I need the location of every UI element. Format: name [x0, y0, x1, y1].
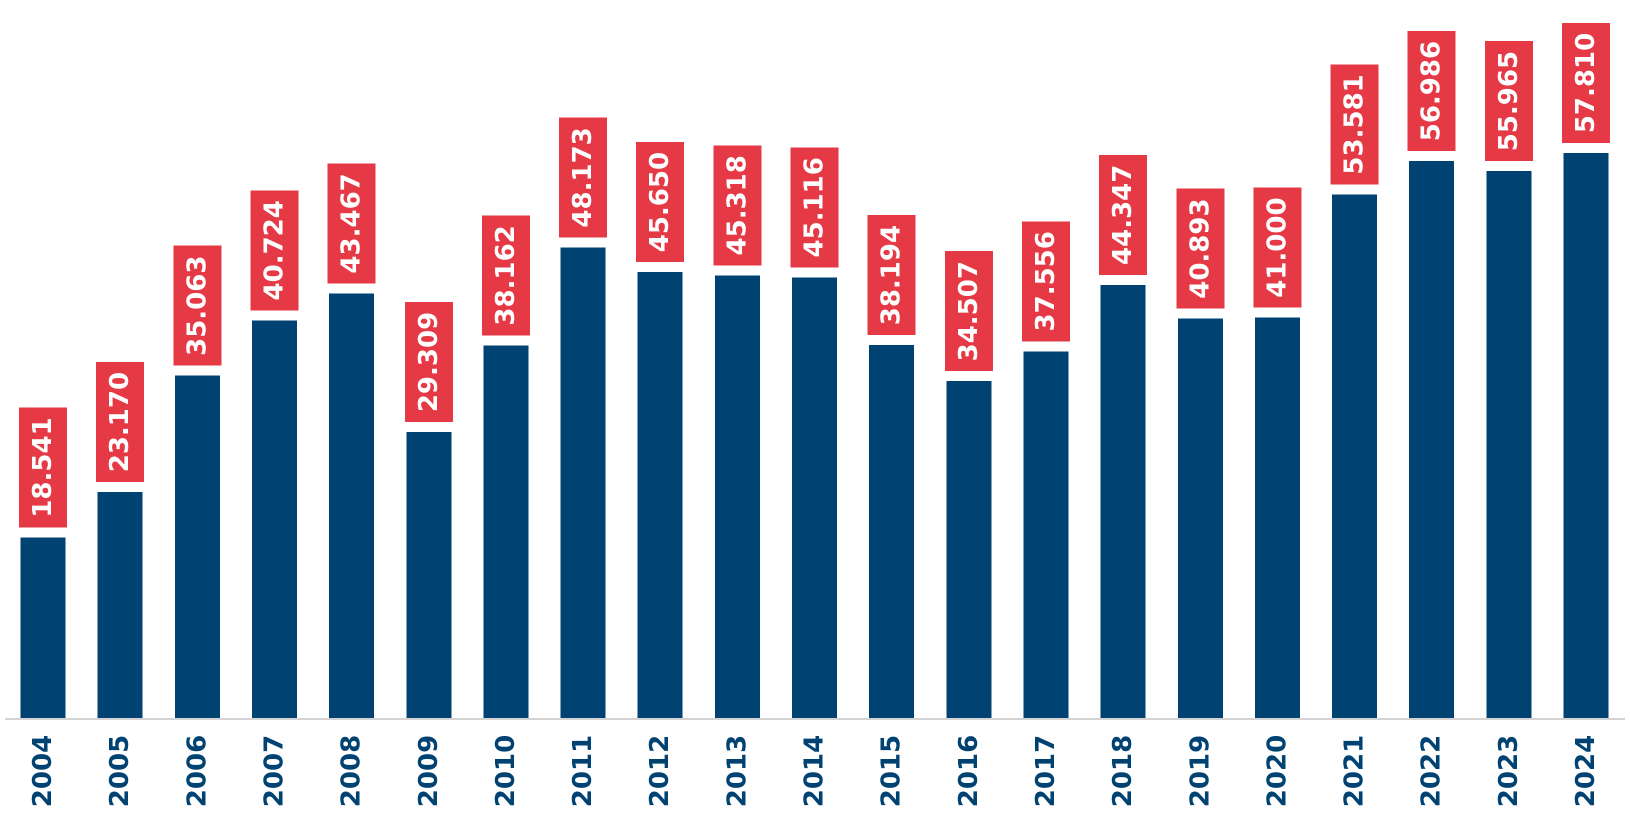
value-label-2006: 35.063: [182, 256, 212, 356]
x-axis-tick-labels: 2004 2005 2006 2007 2008 2009 2010 2011 2012 2013…: [28, 735, 1601, 807]
bar-2009: [406, 432, 452, 719]
value-label-2022: 56.986: [1417, 41, 1447, 141]
bar-2006: [174, 375, 220, 719]
bar-2005: [97, 492, 143, 719]
bar-2013: [714, 275, 760, 719]
x-tick-label-2016: 2016: [954, 735, 984, 807]
x-tick-label-2019: 2019: [1185, 735, 1215, 807]
value-label-box-2007: [250, 190, 299, 311]
bar-2008: [329, 293, 375, 719]
value-label-2005: 23.170: [105, 372, 135, 472]
x-tick-label-2007: 2007: [260, 735, 290, 807]
value-label-box-2011: [559, 117, 608, 238]
x-tick-label-2014: 2014: [800, 735, 830, 807]
value-label-box-2022: [1407, 31, 1456, 152]
bar-2016: [946, 381, 992, 719]
x-tick-label-2009: 2009: [414, 735, 444, 807]
value-label-2011: 48.173: [568, 127, 598, 227]
bar-2019: [1177, 318, 1223, 719]
x-tick-label-2021: 2021: [1340, 735, 1370, 807]
value-label-box-2018: [1099, 154, 1148, 275]
bar-2017: [1023, 351, 1069, 719]
bar-2020: [1254, 317, 1300, 719]
value-label-box-2019: [1176, 188, 1225, 309]
value-label-box-2005: [96, 362, 145, 483]
value-label-2007: 40.724: [260, 200, 290, 300]
value-label-2013: 45.318: [722, 155, 752, 255]
value-label-2020: 41.000: [1262, 197, 1292, 297]
value-label-2014: 45.116: [800, 157, 830, 257]
value-label-box-2021: [1330, 64, 1379, 185]
value-labels-layer: 18.541 23.170 35.063 40.724 43.467 29.309 38.1…: [19, 23, 1610, 528]
value-label-2017: 37.556: [1031, 231, 1061, 331]
value-label-2004: 18.541: [28, 417, 58, 517]
value-label-2010: 38.162: [491, 225, 521, 325]
value-label-box-2023: [1484, 41, 1533, 162]
value-label-2016: 34.507: [954, 261, 984, 361]
bar-2024: [1563, 153, 1609, 719]
value-label-box-2024: [1562, 23, 1610, 143]
value-label-box-2015: [867, 215, 916, 336]
value-label-2018: 44.347: [1108, 165, 1138, 265]
x-tick-label-2018: 2018: [1108, 735, 1138, 807]
value-label-2015: 38.194: [877, 225, 907, 325]
value-label-2019: 40.893: [1185, 198, 1215, 298]
value-label-box-2020: [1253, 187, 1302, 308]
bar-2021: [1332, 194, 1378, 719]
bar-2010: [483, 345, 529, 719]
value-label-2024: 57.810: [1571, 33, 1601, 133]
bar-2004: [20, 537, 66, 719]
value-label-box-2008: [327, 163, 376, 284]
x-tick-label-2017: 2017: [1031, 735, 1061, 807]
bar-2012: [637, 272, 683, 719]
value-label-box-2013: [713, 145, 762, 266]
x-tick-label-2022: 2022: [1417, 735, 1447, 807]
bar-2015: [869, 345, 915, 719]
bar-2007: [252, 320, 297, 719]
value-label-box-2014: [790, 147, 839, 268]
x-tick-label-2006: 2006: [182, 735, 212, 807]
x-tick-label-2004: 2004: [28, 735, 58, 807]
x-tick-label-2005: 2005: [105, 735, 135, 807]
bar-2018: [1100, 284, 1146, 719]
value-label-2021: 53.581: [1340, 74, 1370, 174]
value-label-2023: 55.965: [1494, 51, 1524, 151]
x-tick-label-2013: 2013: [722, 735, 752, 807]
value-label-box-2017: [1022, 221, 1070, 342]
bar-2011: [560, 247, 606, 719]
value-label-box-2010: [481, 215, 530, 336]
value-label-box-2006: [173, 245, 222, 366]
value-label-box-2004: [19, 407, 67, 528]
value-label-2012: 45.650: [645, 152, 675, 252]
x-tick-label-2008: 2008: [337, 735, 367, 807]
bar-2014: [792, 277, 837, 719]
x-tick-label-2024: 2024: [1571, 735, 1601, 807]
value-label-box-2016: [944, 251, 993, 372]
x-tick-label-2012: 2012: [645, 735, 675, 807]
x-tick-label-2015: 2015: [877, 735, 907, 807]
value-label-2008: 43.467: [337, 173, 367, 273]
x-tick-label-2011: 2011: [568, 735, 598, 807]
value-label-box-2009: [404, 302, 453, 422]
x-tick-label-2020: 2020: [1262, 735, 1292, 807]
value-label-box-2012: [636, 142, 685, 263]
x-tick-label-2023: 2023: [1494, 735, 1524, 807]
value-label-2009: 29.309: [414, 312, 444, 412]
bars-layer: [20, 153, 1609, 720]
bar-2023: [1486, 171, 1532, 720]
x-tick-label-2010: 2010: [491, 735, 521, 807]
bar-2022: [1409, 161, 1455, 720]
